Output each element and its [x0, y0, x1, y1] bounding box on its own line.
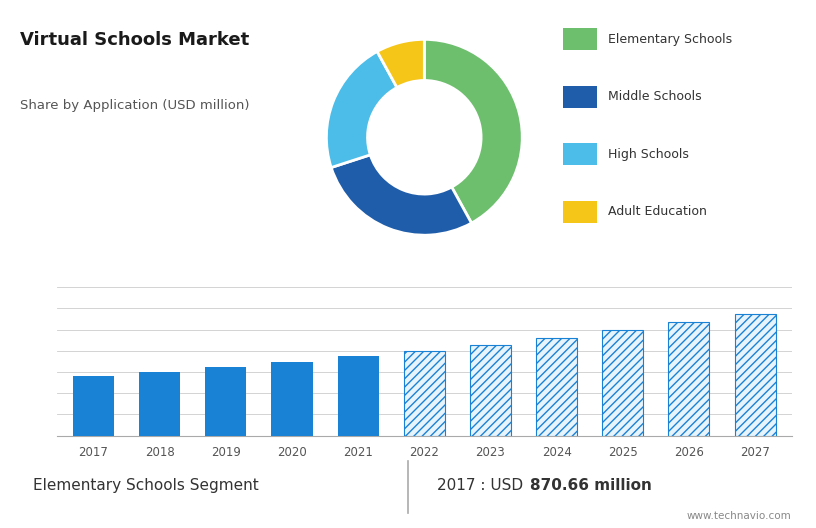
Bar — [404, 351, 445, 436]
FancyBboxPatch shape — [563, 143, 597, 165]
Text: Elementary Schools Segment: Elementary Schools Segment — [33, 478, 259, 493]
Text: Adult Education: Adult Education — [608, 205, 707, 218]
Wedge shape — [424, 40, 522, 223]
Text: Middle Schools: Middle Schools — [608, 90, 702, 103]
Bar — [338, 356, 379, 436]
Bar — [470, 345, 511, 436]
Wedge shape — [326, 51, 397, 167]
Bar — [140, 372, 180, 436]
Wedge shape — [331, 155, 472, 235]
Bar — [536, 338, 577, 436]
Bar — [206, 366, 246, 436]
Bar — [668, 322, 709, 436]
Text: Virtual Schools Market: Virtual Schools Market — [20, 31, 250, 49]
FancyBboxPatch shape — [563, 28, 597, 50]
Bar — [73, 376, 114, 436]
Bar — [734, 314, 776, 436]
FancyBboxPatch shape — [563, 201, 597, 223]
Text: Share by Application (USD million): Share by Application (USD million) — [20, 99, 250, 112]
Bar — [272, 362, 313, 436]
Text: 870.66 million: 870.66 million — [530, 478, 652, 493]
Text: High Schools: High Schools — [608, 148, 689, 161]
Bar — [602, 331, 643, 436]
Text: Elementary Schools: Elementary Schools — [608, 33, 732, 46]
FancyBboxPatch shape — [563, 86, 597, 108]
Text: 2017 : USD: 2017 : USD — [437, 478, 528, 493]
Text: www.technavio.com: www.technavio.com — [687, 512, 792, 522]
Wedge shape — [377, 40, 424, 88]
